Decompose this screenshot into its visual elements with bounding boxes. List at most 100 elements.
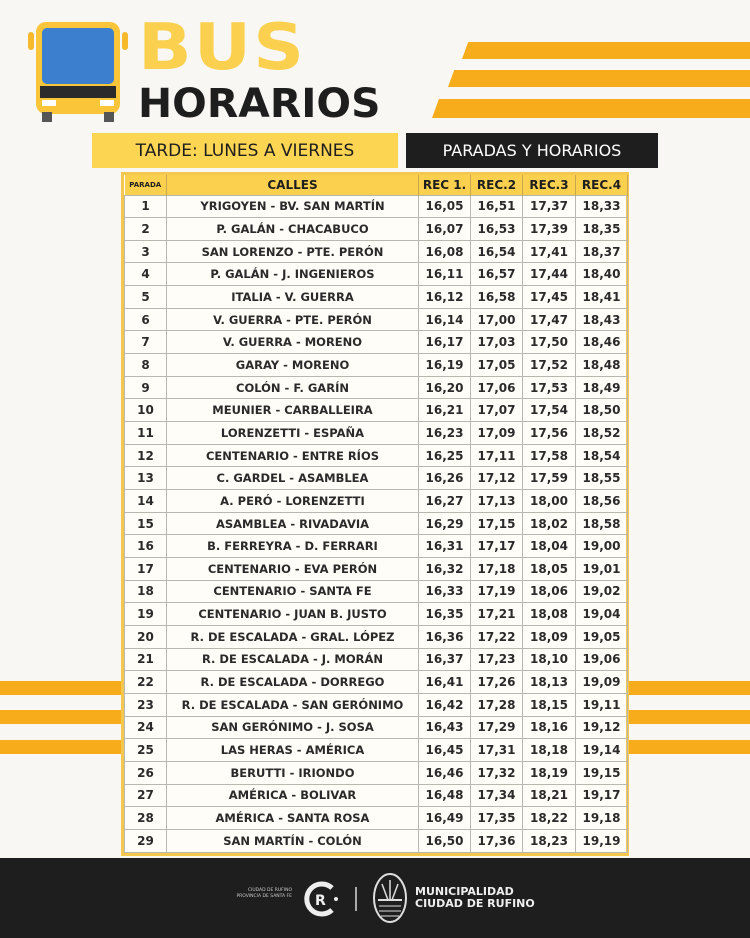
stop-number: 15 xyxy=(124,511,167,536)
rec3-time: 17,56 xyxy=(522,421,576,445)
rec4-time: 19,15 xyxy=(575,760,628,785)
divider xyxy=(355,887,357,911)
rec4-time: 18,33 xyxy=(575,194,628,219)
table-row: 4 P. GALÁN - J. INGENIEROS 16,11 16,57 17,44… xyxy=(124,262,628,287)
stop-number: 18 xyxy=(124,579,167,604)
stop-number: 11 xyxy=(124,421,167,445)
rec2-time: 17,21 xyxy=(470,602,523,626)
rec3-time: 17,45 xyxy=(522,285,576,309)
section-label: PARADAS Y HORARIOS xyxy=(406,133,658,168)
rec3-time: 17,59 xyxy=(522,466,576,491)
rec4-time: 19,14 xyxy=(575,738,628,762)
rec2-time: 17,26 xyxy=(470,670,523,694)
schedule-table: PARADA CALLES REC 1. REC.2 REC.3 REC.4 1… xyxy=(121,172,629,856)
rec1-time: 16,14 xyxy=(418,307,471,332)
rec2-time: 16,57 xyxy=(470,262,523,287)
rec1-time: 16,20 xyxy=(418,375,471,400)
street-names: YRIGOYEN - BV. SAN MARTÍN xyxy=(166,194,419,219)
rec2-time: 16,58 xyxy=(470,285,523,309)
rec3-time: 18,16 xyxy=(522,715,576,740)
rec1-time: 16,32 xyxy=(418,557,471,581)
rec3-time: 18,19 xyxy=(522,760,576,785)
street-names: R. DE ESCALADA - SAN GERÓNIMO xyxy=(166,692,419,717)
table-row: 14 A. PERÓ - LORENZETTI 16,27 17,13 18,00 18,… xyxy=(124,489,628,513)
table-row: 5 ITALIA - V. GUERRA 16,12 16,58 17,45 18,41 xyxy=(124,285,628,309)
stop-number: 24 xyxy=(124,715,167,740)
stop-number: 8 xyxy=(124,353,167,377)
stop-number: 25 xyxy=(124,738,167,762)
stop-number: 5 xyxy=(124,285,167,309)
title-bus: BUS xyxy=(138,11,307,85)
rec2-time: 17,29 xyxy=(470,715,523,740)
rec1-time: 16,49 xyxy=(418,806,471,830)
table-row: 21 R. DE ESCALADA - J. MORÁN 16,37 17,23 18,… xyxy=(124,647,628,672)
street-names: COLÓN - F. GARÍN xyxy=(166,375,419,400)
street-names: BERUTTI - IRIONDO xyxy=(166,760,419,785)
table-row: 20 R. DE ESCALADA - GRAL. LÓPEZ 16,36 17,22… xyxy=(124,624,628,649)
rec4-time: 19,00 xyxy=(575,534,628,558)
rec1-time: 16,11 xyxy=(418,262,471,287)
rec1-time: 16,41 xyxy=(418,670,471,694)
table-row: 24 SAN GERÓNIMO - J. SOSA 16,43 17,29 18,16 1… xyxy=(124,715,628,740)
table-header-row: PARADA CALLES REC 1. REC.2 REC.3 REC.4 xyxy=(124,175,628,195)
rec2-time: 16,54 xyxy=(470,239,523,264)
rec3-time: 18,08 xyxy=(522,602,576,626)
rec2-time: 17,07 xyxy=(470,398,523,423)
stop-number: 10 xyxy=(124,398,167,423)
rec2-time: 16,51 xyxy=(470,194,523,219)
stop-number: 9 xyxy=(124,375,167,400)
rec3-time: 18,13 xyxy=(522,670,576,694)
stop-number: 21 xyxy=(124,647,167,672)
table-row: 8 GARAY - MORENO 16,19 17,05 17,52 18,48 xyxy=(124,353,628,377)
table-row: 23 R. DE ESCALADA - SAN GERÓNIMO 16,42 17,2… xyxy=(124,692,628,717)
rec4-time: 19,01 xyxy=(575,557,628,581)
table-row: 2 P. GALÁN - CHACABUCO 16,07 16,53 17,39 18,3… xyxy=(124,217,628,241)
table-row: 19 CENTENARIO - JUAN B. JUSTO 16,35 17,21 18… xyxy=(124,602,628,626)
stop-number: 22 xyxy=(124,670,167,694)
decor-stripe xyxy=(627,681,750,695)
rec4-time: 19,17 xyxy=(575,783,628,808)
schedule-period-label: TARDE: LUNES A VIERNES xyxy=(92,133,398,168)
rec3-time: 18,04 xyxy=(522,534,576,558)
rec1-time: 16,42 xyxy=(418,692,471,717)
rec4-time: 18,35 xyxy=(575,217,628,241)
street-names: R. DE ESCALADA - DORREGO xyxy=(166,670,419,694)
municipality-name: MUNICIPALIDAD CIUDAD DE RUFINO xyxy=(415,885,535,910)
rec1-time: 16,43 xyxy=(418,715,471,740)
rec1-time: 16,21 xyxy=(418,398,471,423)
rec3-time: 17,58 xyxy=(522,443,576,468)
rec1-time: 16,50 xyxy=(418,828,471,853)
stop-number: 16 xyxy=(124,534,167,558)
rec4-time: 19,02 xyxy=(575,579,628,604)
table-row: 27 AMÉRICA - BOLIVAR 16,48 17,34 18,21 19,17 xyxy=(124,783,628,808)
rec4-time: 18,41 xyxy=(575,285,628,309)
decor-stripe xyxy=(627,740,750,754)
rec1-time: 16,27 xyxy=(418,489,471,513)
rec2-time: 17,00 xyxy=(470,307,523,332)
rec1-time: 16,26 xyxy=(418,466,471,491)
decor-stripe xyxy=(0,740,124,754)
stop-number: 4 xyxy=(124,262,167,287)
rec3-time: 18,18 xyxy=(522,738,576,762)
rec3-time: 17,47 xyxy=(522,307,576,332)
table-row: 25 LAS HERAS - AMÉRICA 16,45 17,31 18,18 19,1… xyxy=(124,738,628,762)
rec1-time: 16,36 xyxy=(418,624,471,649)
table-row: 18 CENTENARIO - SANTA FE 16,33 17,19 18,06 19… xyxy=(124,579,628,604)
stop-number: 17 xyxy=(124,557,167,581)
rec3-time: 18,22 xyxy=(522,806,576,830)
rec1-time: 16,08 xyxy=(418,239,471,264)
street-names: ITALIA - V. GUERRA xyxy=(166,285,419,309)
rec2-time: 17,13 xyxy=(470,489,523,513)
table-row: 1 YRIGOYEN - BV. SAN MARTÍN 16,05 16,51 17,3… xyxy=(124,194,628,219)
rec2-time: 17,18 xyxy=(470,557,523,581)
rec3-time: 17,39 xyxy=(522,217,576,241)
street-names: R. DE ESCALADA - J. MORÁN xyxy=(166,647,419,672)
street-names: B. FERREYRA - D. FERRARI xyxy=(166,534,419,558)
rec1-time: 16,17 xyxy=(418,330,471,355)
street-names: ASAMBLEA - RIVADAVIA xyxy=(166,511,419,536)
header-rec4: REC.4 xyxy=(575,175,628,195)
rec3-time: 18,05 xyxy=(522,557,576,581)
header-calles: CALLES xyxy=(166,175,419,195)
rec2-time: 17,09 xyxy=(470,421,523,445)
street-names: P. GALÁN - CHACABUCO xyxy=(166,217,419,241)
